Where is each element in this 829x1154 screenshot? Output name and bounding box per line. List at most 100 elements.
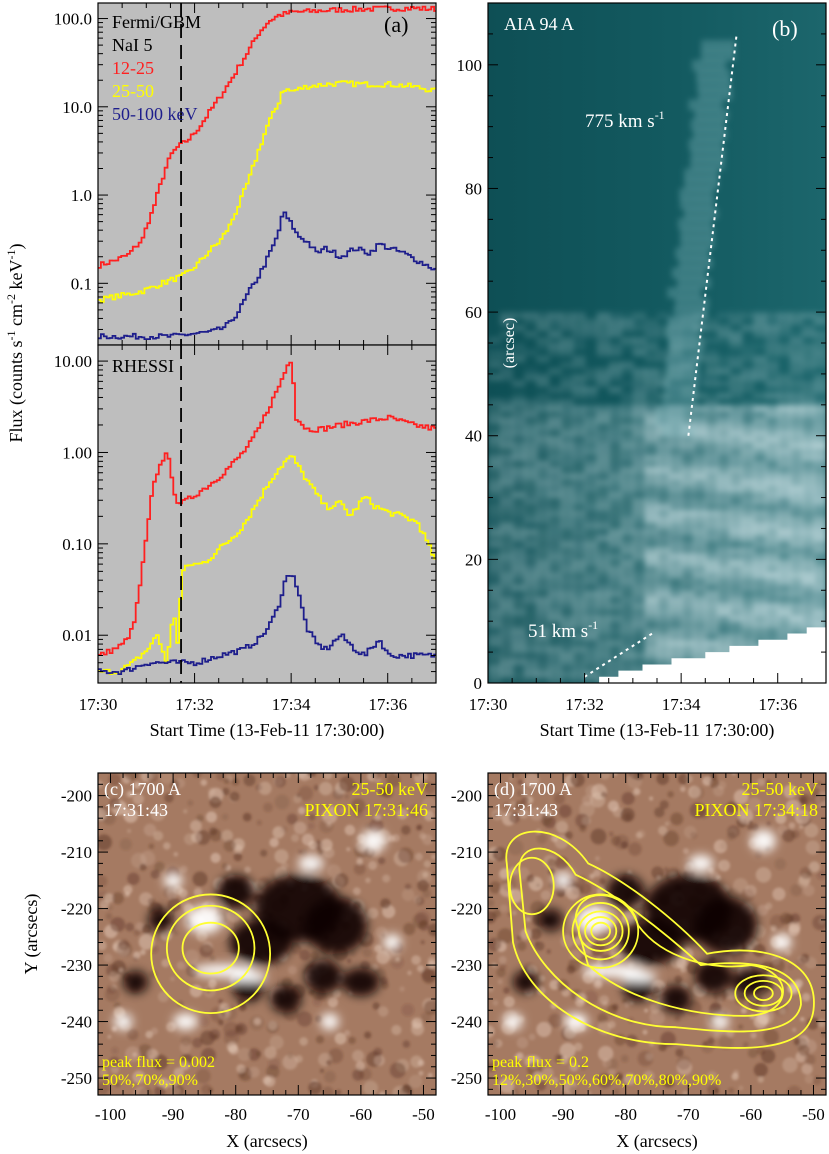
panel-b-cell xyxy=(620,608,634,616)
panel-b-cell xyxy=(753,503,767,511)
panel-b-cell xyxy=(765,479,779,487)
panel-b-cell xyxy=(620,441,634,450)
panel-b-cell xyxy=(693,540,707,548)
panel-d-texture-cell xyxy=(711,1001,722,1012)
panel-b-cell xyxy=(572,664,586,672)
panel-d-texture-cell xyxy=(526,874,535,883)
panel-b-cell xyxy=(729,380,743,388)
panel-b-cell xyxy=(753,373,767,382)
panel-b-cell xyxy=(524,411,538,419)
panel-b-cell xyxy=(644,534,658,542)
panel-b-cell xyxy=(572,429,586,437)
panel-b-cell xyxy=(632,343,646,351)
panel-b-cell xyxy=(813,361,826,369)
panel-c-texture-cell xyxy=(139,863,147,871)
panel-c-texture-cell xyxy=(123,808,138,823)
panel-b-cell xyxy=(717,479,731,487)
panel-b-cell xyxy=(620,596,634,604)
panel-b-cell xyxy=(500,602,514,610)
panel-b-cell xyxy=(512,466,526,474)
panel-d-texture-cell xyxy=(707,1084,720,1095)
panel-b-cell xyxy=(596,349,610,357)
panel-b-cell xyxy=(644,621,658,629)
panel-b-cell xyxy=(500,608,514,616)
panel-b-cell xyxy=(729,547,743,555)
panel-b-cell xyxy=(741,590,755,598)
panel-b-cell xyxy=(705,516,719,524)
panel-c-texture-cell xyxy=(418,1070,424,1076)
panel-d-texture-cell xyxy=(503,996,515,1008)
panel-c-texture-cell xyxy=(127,872,140,885)
panel-b-cell xyxy=(693,627,707,635)
panel-b-cell xyxy=(560,491,574,499)
panel-b-cell xyxy=(717,577,731,586)
panel-c-texture-cell xyxy=(187,800,194,806)
panel-b-cell xyxy=(669,584,683,592)
panel-b-cell xyxy=(789,380,803,388)
panel-d-texture-cell xyxy=(649,1009,666,1026)
panel-b-cell xyxy=(777,435,791,443)
panel-b-cell xyxy=(789,392,803,400)
panel-a-top-curves xyxy=(98,5,436,340)
panel-b-cell xyxy=(632,411,646,419)
panel-b-cell xyxy=(560,608,574,616)
panel-b-cell xyxy=(524,676,538,683)
panel-b-cell xyxy=(560,645,574,654)
panel-c-texture-cell xyxy=(114,1081,121,1088)
panel-b-cell xyxy=(693,380,707,388)
panel-d-bright-feature xyxy=(619,970,657,983)
panel-d-texture-cell xyxy=(792,1027,797,1033)
panel-b-cell xyxy=(669,448,683,456)
panel-b-cell xyxy=(765,330,779,338)
panel-b-cell xyxy=(753,355,767,363)
panel-b-streak xyxy=(671,267,706,279)
panel-b-cell xyxy=(536,318,550,326)
panel-b-cell xyxy=(717,435,731,443)
panel-b-cell xyxy=(500,559,514,567)
panel-b-cell xyxy=(644,411,658,419)
panel-b-cell xyxy=(608,652,622,660)
panel-b-cell xyxy=(729,590,743,598)
panel-d-bright-feature xyxy=(688,854,714,872)
panel-d-texture-cell xyxy=(761,1049,776,1064)
panel-b-cell xyxy=(512,398,526,406)
panel-d-texture-cell xyxy=(752,943,766,957)
panel-b-cell xyxy=(644,652,658,660)
panel-b-cell xyxy=(548,534,562,542)
panel-d-texture-cell xyxy=(608,1068,616,1076)
panel-b-cell xyxy=(608,503,622,511)
panel-b-cell xyxy=(560,658,574,666)
panel-b-cell xyxy=(813,380,826,388)
panel-c-texture-cell xyxy=(401,888,415,902)
panel-b-cell xyxy=(693,547,707,555)
panel-c-texture-cell xyxy=(395,957,401,962)
panel-b-cell xyxy=(789,417,803,425)
panel-b-cell xyxy=(620,435,634,443)
panel-b-cell xyxy=(657,472,671,480)
panel-c-texture-cell xyxy=(427,923,436,937)
panel-d-texture-cell xyxy=(770,925,777,932)
panel-b-cell xyxy=(681,621,695,629)
panel-b-cell xyxy=(560,652,574,660)
panel-b-streak xyxy=(680,228,715,240)
panel-d-texture-cell xyxy=(682,1090,689,1095)
panel-b-cell xyxy=(777,324,791,332)
panel-b-cell xyxy=(693,404,707,412)
panel-b-cell xyxy=(801,602,815,610)
panel-d-texture-cell xyxy=(753,1014,768,1029)
panel-b-cell xyxy=(801,608,815,616)
panel-b-cell xyxy=(777,503,791,511)
panel-b-cell xyxy=(681,547,695,555)
panel-b-cell xyxy=(620,577,634,586)
panel-b-cell xyxy=(813,454,826,462)
panel-b-cell xyxy=(584,627,598,635)
panel-b-cell xyxy=(572,615,586,623)
panel-b-cell xyxy=(560,664,574,672)
panel-b-cell xyxy=(596,448,610,456)
panel-d-texture-cell xyxy=(625,1034,639,1048)
panel-b-cell xyxy=(801,417,815,425)
panel-b-cell xyxy=(765,435,779,443)
panel-c-texture-cell xyxy=(171,1086,181,1095)
panel-b-cell xyxy=(608,343,622,351)
panel-b-cell xyxy=(681,602,695,610)
